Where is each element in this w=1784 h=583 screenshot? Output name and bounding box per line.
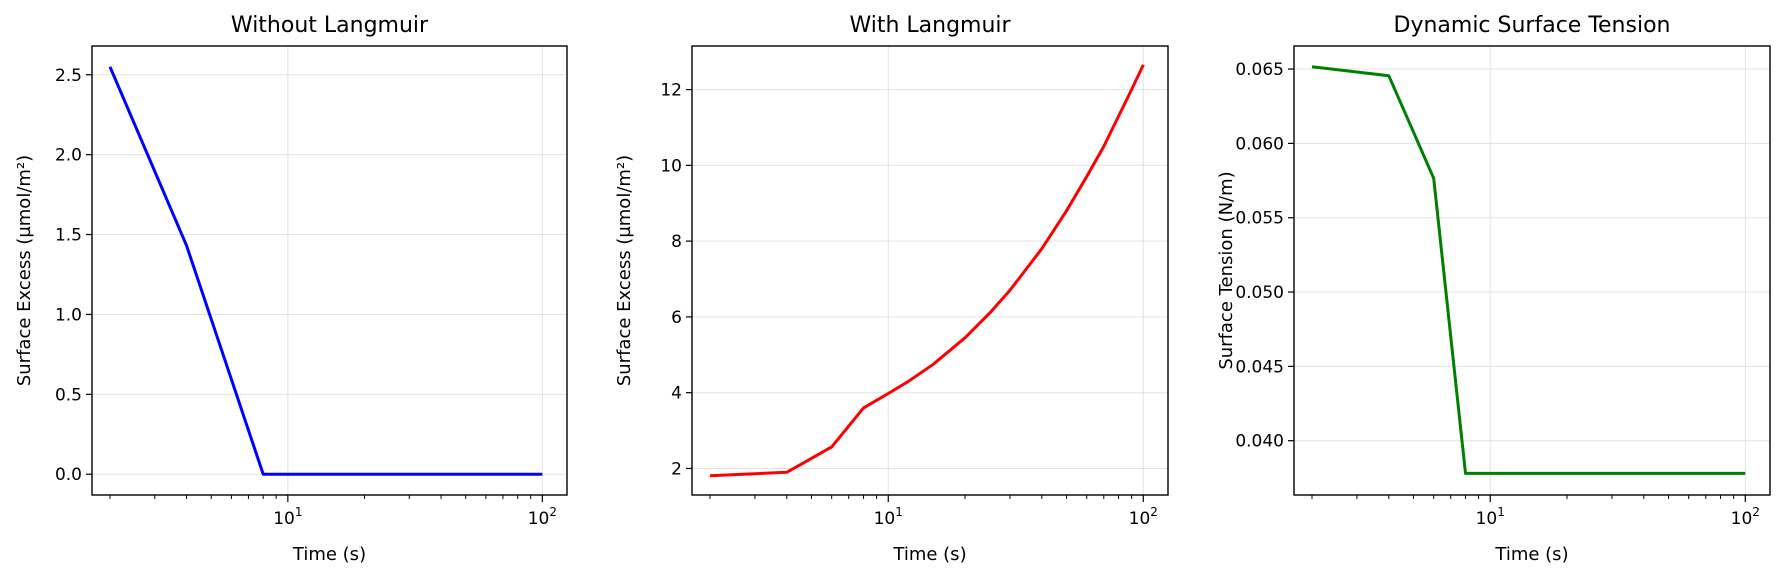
y-tick-label: 0.040 bbox=[1235, 432, 1284, 452]
series-line bbox=[1311, 65, 1746, 475]
series-line bbox=[108, 66, 543, 476]
y-tick-label: 8 bbox=[671, 232, 682, 252]
panel-without-langmuir: Without Langmuir Time (s) Surface Excess… bbox=[14, 13, 568, 565]
y-tick-label: 12 bbox=[660, 81, 682, 101]
y-tick-label: 1.0 bbox=[55, 305, 82, 325]
panel-title: Dynamic Surface Tension bbox=[1394, 13, 1671, 38]
x-axis-label: Time (s) bbox=[292, 544, 366, 565]
y-tick-label: 0.060 bbox=[1235, 134, 1284, 154]
y-tick-label: 0.0 bbox=[55, 465, 82, 485]
y-tick-label: 1.5 bbox=[55, 226, 82, 246]
y-tick-label: 10 bbox=[660, 156, 682, 176]
y-tick-label: 0.5 bbox=[55, 385, 82, 405]
y-tick-label: 6 bbox=[671, 308, 682, 328]
axes-frame bbox=[1293, 45, 1771, 496]
y-tick-label: 4 bbox=[671, 384, 682, 404]
axes-frame bbox=[691, 45, 1169, 496]
y-tick-label: 2.5 bbox=[55, 66, 82, 86]
x-tick-label: 101 bbox=[874, 505, 903, 529]
axes-frame bbox=[91, 45, 568, 496]
y-tick-label: 0.065 bbox=[1235, 60, 1284, 80]
y-axis-label: Surface Tension (N/m) bbox=[1216, 171, 1237, 369]
x-axis-label: Time (s) bbox=[892, 544, 966, 565]
y-tick-label: 2 bbox=[671, 459, 682, 479]
x-tick-label: 101 bbox=[1476, 505, 1505, 529]
panel-with-langmuir: With Langmuir Time (s) Surface Excess (µ… bbox=[614, 13, 1169, 565]
series-line bbox=[709, 64, 1145, 478]
panel-dynamic-surface-tension: Dynamic Surface Tension Time (s) Surface… bbox=[1216, 13, 1771, 565]
y-tick-label: 2.0 bbox=[55, 146, 82, 166]
x-tick-label: 102 bbox=[528, 505, 557, 529]
y-axis-label: Surface Excess (µmol/m²) bbox=[614, 155, 635, 386]
panel-title: Without Langmuir bbox=[231, 13, 429, 38]
x-tick-label: 101 bbox=[273, 505, 302, 529]
x-tick-label: 102 bbox=[1731, 505, 1760, 529]
y-axis-label: Surface Excess (µmol/m²) bbox=[14, 155, 35, 386]
y-tick-label: 0.055 bbox=[1235, 209, 1284, 229]
y-tick-label: 0.045 bbox=[1235, 357, 1284, 377]
panel-title: With Langmuir bbox=[849, 13, 1011, 38]
y-tick-label: 0.050 bbox=[1235, 283, 1284, 303]
x-tick-label: 102 bbox=[1129, 505, 1158, 529]
x-axis-label: Time (s) bbox=[1494, 544, 1568, 565]
